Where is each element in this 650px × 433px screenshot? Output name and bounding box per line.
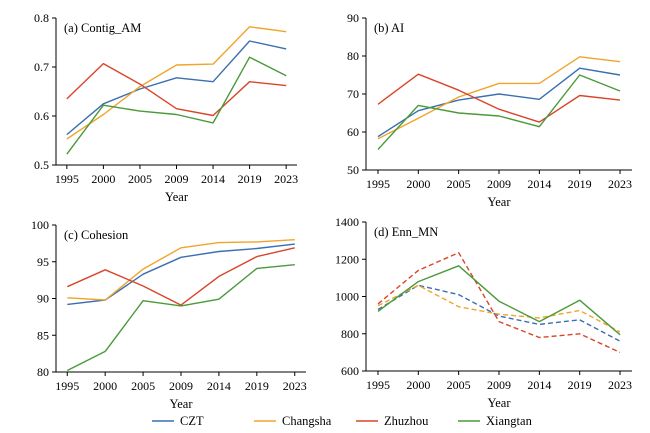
legend: CZT Changsha Zhuzhou Xiangtan (152, 414, 533, 428)
chart-panel-2: 50 60 70 80 90 1995 2000 2005 2009 2014 2019 2023 Ye… (347, 11, 632, 209)
series-line-xiangtan (377, 265, 621, 336)
chart-panel-3: 80 85 90 95 100 1995 2000 2005 2009 2014 2019 2023 Y… (31, 218, 307, 411)
series-line-zhuzhou (377, 73, 621, 123)
legend-item-changsha: Changsha (254, 414, 332, 428)
x-tick-label: 2009 (169, 379, 193, 393)
chart-panel-1: 0.5 0.6 0.7 0.8 1995 2000 2005 2009 2014 2019 2023… (34, 11, 298, 204)
x-tick-label: 2023 (608, 177, 632, 191)
series-line-czt (66, 40, 287, 136)
x-tick-label: 2000 (93, 379, 117, 393)
x-tick-label: 1995 (55, 379, 79, 393)
x-tick-label: 2014 (527, 177, 551, 191)
y-tick-label: 80 (347, 49, 359, 63)
series-line-xiangtan (66, 56, 287, 155)
legend-label: CZT (180, 414, 204, 428)
chart-panels: 0.5 0.6 0.7 0.8 1995 2000 2005 2009 2014 2019 2023… (31, 11, 632, 411)
x-tick-label: 2009 (165, 172, 189, 186)
y-tick-label: 0.6 (34, 109, 49, 123)
series-line-changsha (377, 284, 621, 333)
x-tick-label: 1995 (366, 378, 390, 392)
legend-label: Xiangtan (486, 414, 533, 428)
y-tick-label: 70 (347, 87, 359, 101)
y-tick-label: 50 (347, 163, 359, 177)
x-tick-label: 2019 (568, 177, 592, 191)
series-line-changsha (67, 239, 295, 301)
x-tick-label: 2019 (568, 378, 592, 392)
series-line-zhuzhou (66, 62, 287, 117)
x-tick-label: 2009 (487, 378, 511, 392)
series-line-zhuzhou (377, 251, 621, 354)
x-tick-label: 2023 (274, 172, 298, 186)
x-tick-label: 2014 (527, 378, 551, 392)
series-line-zhuzhou (67, 247, 295, 306)
y-tick-label: 0.8 (34, 11, 49, 25)
x-tick-label: 1995 (366, 177, 390, 191)
series-line-xiangtan (66, 264, 295, 372)
series-line-czt (67, 243, 295, 306)
legend-item-xiangtan: Xiangtan (458, 414, 533, 428)
x-tick-label: 2023 (608, 378, 632, 392)
x-tick-label: 2009 (487, 177, 511, 191)
x-tick-label: 2019 (238, 172, 262, 186)
y-tick-label: 60 (347, 125, 359, 139)
x-tick-label: 2014 (201, 172, 225, 186)
x-tick-label: 2000 (406, 378, 430, 392)
chart-panel-4: 600 800 1000 1200 1400 1995 2000 2005 2009 2014 20… (335, 215, 632, 410)
series-line-changsha (66, 26, 287, 140)
y-tick-label: 1200 (335, 252, 359, 266)
y-tick-label: 1000 (335, 290, 359, 304)
panel-title: (a) Contig_AM (64, 21, 141, 35)
x-tick-label: 2014 (207, 379, 231, 393)
series-line-czt (377, 67, 621, 138)
y-tick-label: 800 (341, 327, 359, 341)
x-tick-label: 2005 (447, 177, 471, 191)
series-line-changsha (377, 56, 621, 140)
y-tick-label: 95 (37, 255, 49, 269)
legend-item-czt: CZT (152, 414, 204, 428)
y-tick-label: 90 (347, 11, 359, 25)
y-tick-label: 85 (37, 328, 49, 342)
x-tick-label: 1995 (55, 172, 79, 186)
series-line-xiangtan (377, 74, 621, 150)
y-tick-label: 600 (341, 364, 359, 378)
y-tick-label: 0.7 (34, 60, 49, 74)
x-axis-label: Year (487, 195, 511, 209)
x-axis-label: Year (169, 397, 193, 411)
panel-title: (d) Enn_MN (374, 225, 438, 239)
panel-title: (b) AI (374, 21, 404, 35)
y-tick-label: 0.5 (34, 158, 49, 172)
legend-item-zhuzhou: Zhuzhou (356, 414, 429, 428)
x-tick-label: 2005 (131, 379, 155, 393)
x-axis-label: Year (487, 396, 511, 410)
legend-label: Zhuzhou (384, 414, 429, 428)
x-tick-label: 2005 (128, 172, 152, 186)
y-tick-label: 90 (37, 292, 49, 306)
x-tick-label: 2000 (406, 177, 430, 191)
y-tick-label: 100 (31, 218, 49, 232)
x-tick-label: 2000 (91, 172, 115, 186)
y-tick-label: 1400 (335, 215, 359, 229)
x-tick-label: 2005 (447, 378, 471, 392)
x-tick-label: 2023 (283, 379, 307, 393)
y-tick-label: 80 (37, 365, 49, 379)
x-tick-label: 2019 (245, 379, 269, 393)
panel-title: (c) Cohesion (64, 228, 129, 242)
x-axis-label: Year (165, 190, 189, 204)
legend-label: Changsha (282, 414, 332, 428)
